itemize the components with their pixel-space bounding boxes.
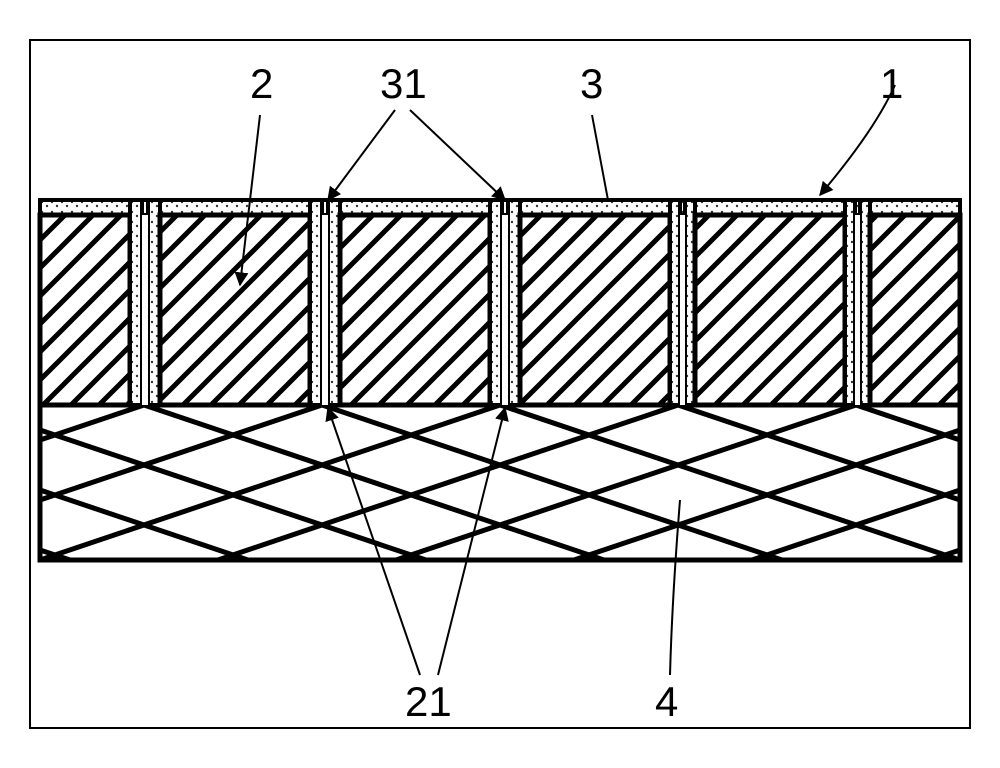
- diagram-container: 2 31 3 1 21 4: [0, 0, 1000, 768]
- label-21: 21: [405, 678, 452, 726]
- block-1: [40, 215, 130, 405]
- block-6: [870, 215, 960, 405]
- block-3: [340, 215, 490, 405]
- cross-section-svg: [0, 0, 1000, 768]
- gap-2: [310, 200, 340, 405]
- upper-layer: [40, 200, 960, 405]
- block-5: [695, 215, 845, 405]
- gap-5: [845, 200, 870, 405]
- label-2: 2: [250, 60, 273, 108]
- label-31: 31: [380, 60, 427, 108]
- label-3: 3: [580, 60, 603, 108]
- label-4: 4: [655, 678, 678, 726]
- gap-3: [490, 200, 520, 405]
- block-4: [520, 215, 670, 405]
- gap-4: [670, 200, 695, 405]
- block-2: [160, 215, 310, 405]
- gap-1: [130, 200, 160, 405]
- label-1: 1: [880, 60, 903, 108]
